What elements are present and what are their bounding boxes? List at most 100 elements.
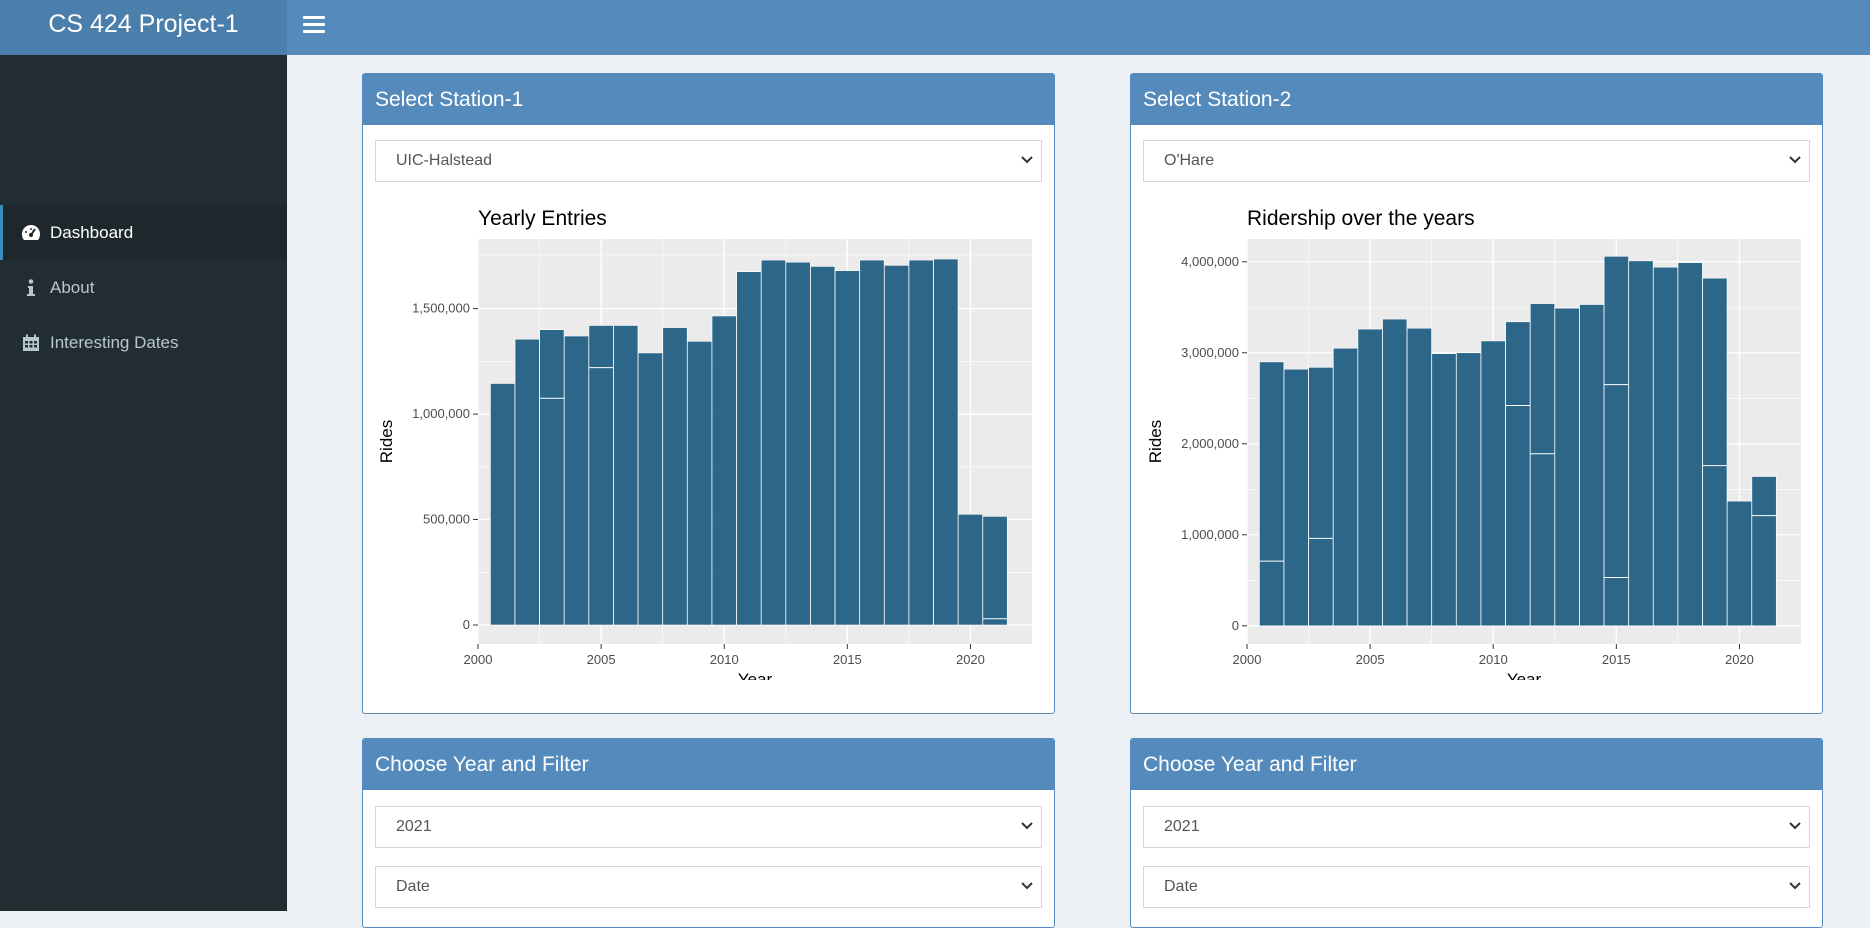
y-tick-label: 1,000,000 [1181,527,1239,542]
top-header: CS 424 Project-1 [0,0,1870,55]
filter1-year-value: 2021 [396,818,432,835]
y-axis-label: Rides [1146,420,1165,463]
bar-2009 [687,341,713,626]
station2-select[interactable]: O'Hare [1143,140,1810,182]
filter2-filter-value: Date [1164,878,1198,895]
station2-ridership-chart: Ridership over the years 0 1,000,000 2,000,… [1146,207,1801,680]
filter1-panel: Choose Year and Filter 2021 Date [362,738,1055,928]
bar-2019 [933,258,959,626]
x-tick-label: 2015 [833,652,862,667]
x-tick-label: 2020 [1725,652,1754,667]
sidebar-item-about[interactable]: About [0,260,287,315]
bar-2004 [1333,347,1358,627]
station2-panel: Select Station-2 O'Hare Ridership over t… [1130,73,1823,714]
bar-2008 [1431,353,1457,627]
x-tick-label: 2005 [1356,652,1385,667]
filter2-year-select[interactable]: 2021 [1143,806,1810,848]
sidebar-item-interesting-dates[interactable]: Interesting Dates [0,315,287,370]
bar-2004 [564,335,589,626]
x-axis-label: Year [1507,670,1542,680]
y-tick-label: 3,000,000 [1181,345,1239,360]
bar-2010 [711,315,737,626]
bar-2021 [1751,476,1777,627]
x-tick-label: 2020 [956,652,985,667]
y-tick-label: 1,500,000 [412,301,470,316]
filter2-panel: Choose Year and Filter 2021 Date [1130,738,1823,928]
y-tick-label: 2,000,000 [1181,436,1239,451]
bar-2019 [1702,277,1728,627]
hamburger-icon [303,16,325,19]
bar-2016 [1628,260,1654,627]
station1-selected-value: UIC-Halstead [396,152,493,169]
bar-2011 [1505,321,1531,627]
bar-2007 [637,352,663,626]
sidebar: Dashboard About Interesting Dates [0,55,287,911]
y-tick-label: 0 [1232,618,1239,633]
bar-2013 [1554,307,1580,627]
bar-2005 [1357,328,1383,627]
bar-2002 [514,338,540,626]
chevron-down-icon [1021,882,1033,890]
bar-2015 [1603,255,1629,627]
calendar-icon [20,332,42,354]
filter1-filter-select[interactable]: Date [375,866,1042,908]
chevron-down-icon [1789,156,1801,164]
bar-2021 [982,516,1008,626]
chevron-down-icon [1021,156,1033,164]
bar-2001 [490,383,516,626]
x-tick-label: 2015 [1602,652,1631,667]
chevron-down-icon [1789,822,1801,830]
x-tick-label: 2010 [1479,652,1508,667]
station1-panel: Select Station-1 UIC-Halstead Yearly Ent… [362,73,1055,714]
bar-2011 [736,271,762,626]
bar-2007 [1406,327,1432,627]
sidebar-item-label: Dashboard [50,222,134,242]
x-tick-label: 2000 [1233,652,1262,667]
bar-2005 [588,325,614,626]
x-axis-label: Year [738,670,773,680]
bar-2017 [1653,266,1679,627]
filter1-filter-value: Date [396,878,430,895]
bar-2006 [613,325,639,626]
hamburger-icon-line [303,23,325,26]
filter1-panel-title: Choose Year and Filter [363,739,1054,790]
y-axis-label: Rides [377,420,396,463]
chart-title: Ridership over the years [1247,207,1475,230]
bar-2020 [1726,500,1752,627]
bar-2012 [1529,303,1555,627]
info-icon [20,277,42,299]
station1-panel-title: Select Station-1 [363,74,1054,125]
bar-2002 [1283,368,1309,627]
app-title[interactable]: CS 424 Project-1 [0,0,287,55]
bar-2001 [1259,361,1285,627]
bar-2008 [662,327,688,626]
station1-select[interactable]: UIC-Halstead [375,140,1042,182]
bar-2018 [1677,262,1703,627]
bar-2018 [908,259,934,626]
sidebar-toggle-button[interactable] [303,12,325,36]
bar-2009 [1456,352,1482,627]
x-tick-label: 2000 [464,652,493,667]
bar-2006 [1382,318,1408,627]
bar-2010 [1480,340,1506,627]
y-tick-label: 500,000 [423,512,470,527]
bar-2003 [539,329,565,626]
bar-2015 [834,270,860,626]
filter2-filter-select[interactable]: Date [1143,866,1810,908]
bar-2020 [957,513,983,626]
chevron-down-icon [1021,822,1033,830]
filter2-panel-title: Choose Year and Filter [1131,739,1822,790]
bar-2014 [810,266,836,626]
x-tick-label: 2010 [710,652,739,667]
x-tick-label: 2005 [587,652,616,667]
sidebar-item-dashboard[interactable]: Dashboard [0,205,287,260]
station2-panel-title: Select Station-2 [1131,74,1822,125]
bar-2012 [760,259,786,626]
bar-2016 [859,259,885,626]
station1-yearly-entries-chart: Yearly Entries 0 500,000 1,000,000 1,500,000… [377,207,1032,680]
filter1-year-select[interactable]: 2021 [375,806,1042,848]
station2-selected-value: O'Hare [1164,152,1215,169]
bar-2003 [1308,367,1334,627]
filter2-year-value: 2021 [1164,818,1200,835]
y-tick-label: 0 [463,617,470,632]
